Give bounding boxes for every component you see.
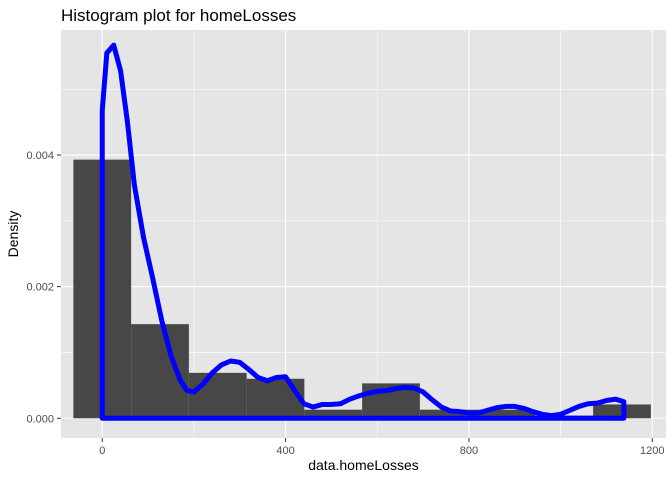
x-axis-ticks: 0 400 800 1200 <box>99 438 664 457</box>
histogram-bar <box>188 372 247 419</box>
y-tick-label: 0.000 <box>26 413 54 425</box>
x-tick-label: 0 <box>99 445 105 457</box>
x-axis-title: data.homeLosses <box>308 457 419 473</box>
y-tick-label: 0.002 <box>26 282 54 294</box>
chart-title: Histogram plot for homeLosses <box>61 6 296 25</box>
x-tick-label: 800 <box>460 445 478 457</box>
x-tick-label: 1200 <box>640 445 664 457</box>
x-tick-label: 400 <box>276 445 294 457</box>
histogram-bar <box>246 378 305 419</box>
y-axis-title: Density <box>5 211 21 258</box>
histogram-bar <box>477 409 536 419</box>
histogram-bar <box>131 324 189 419</box>
y-tick-label: 0.004 <box>26 150 54 162</box>
histogram-bar <box>304 409 363 419</box>
histogram-bar <box>419 409 478 419</box>
density-curve <box>99 42 627 421</box>
y-axis-ticks: 0.000 0.002 0.004 <box>26 150 61 425</box>
